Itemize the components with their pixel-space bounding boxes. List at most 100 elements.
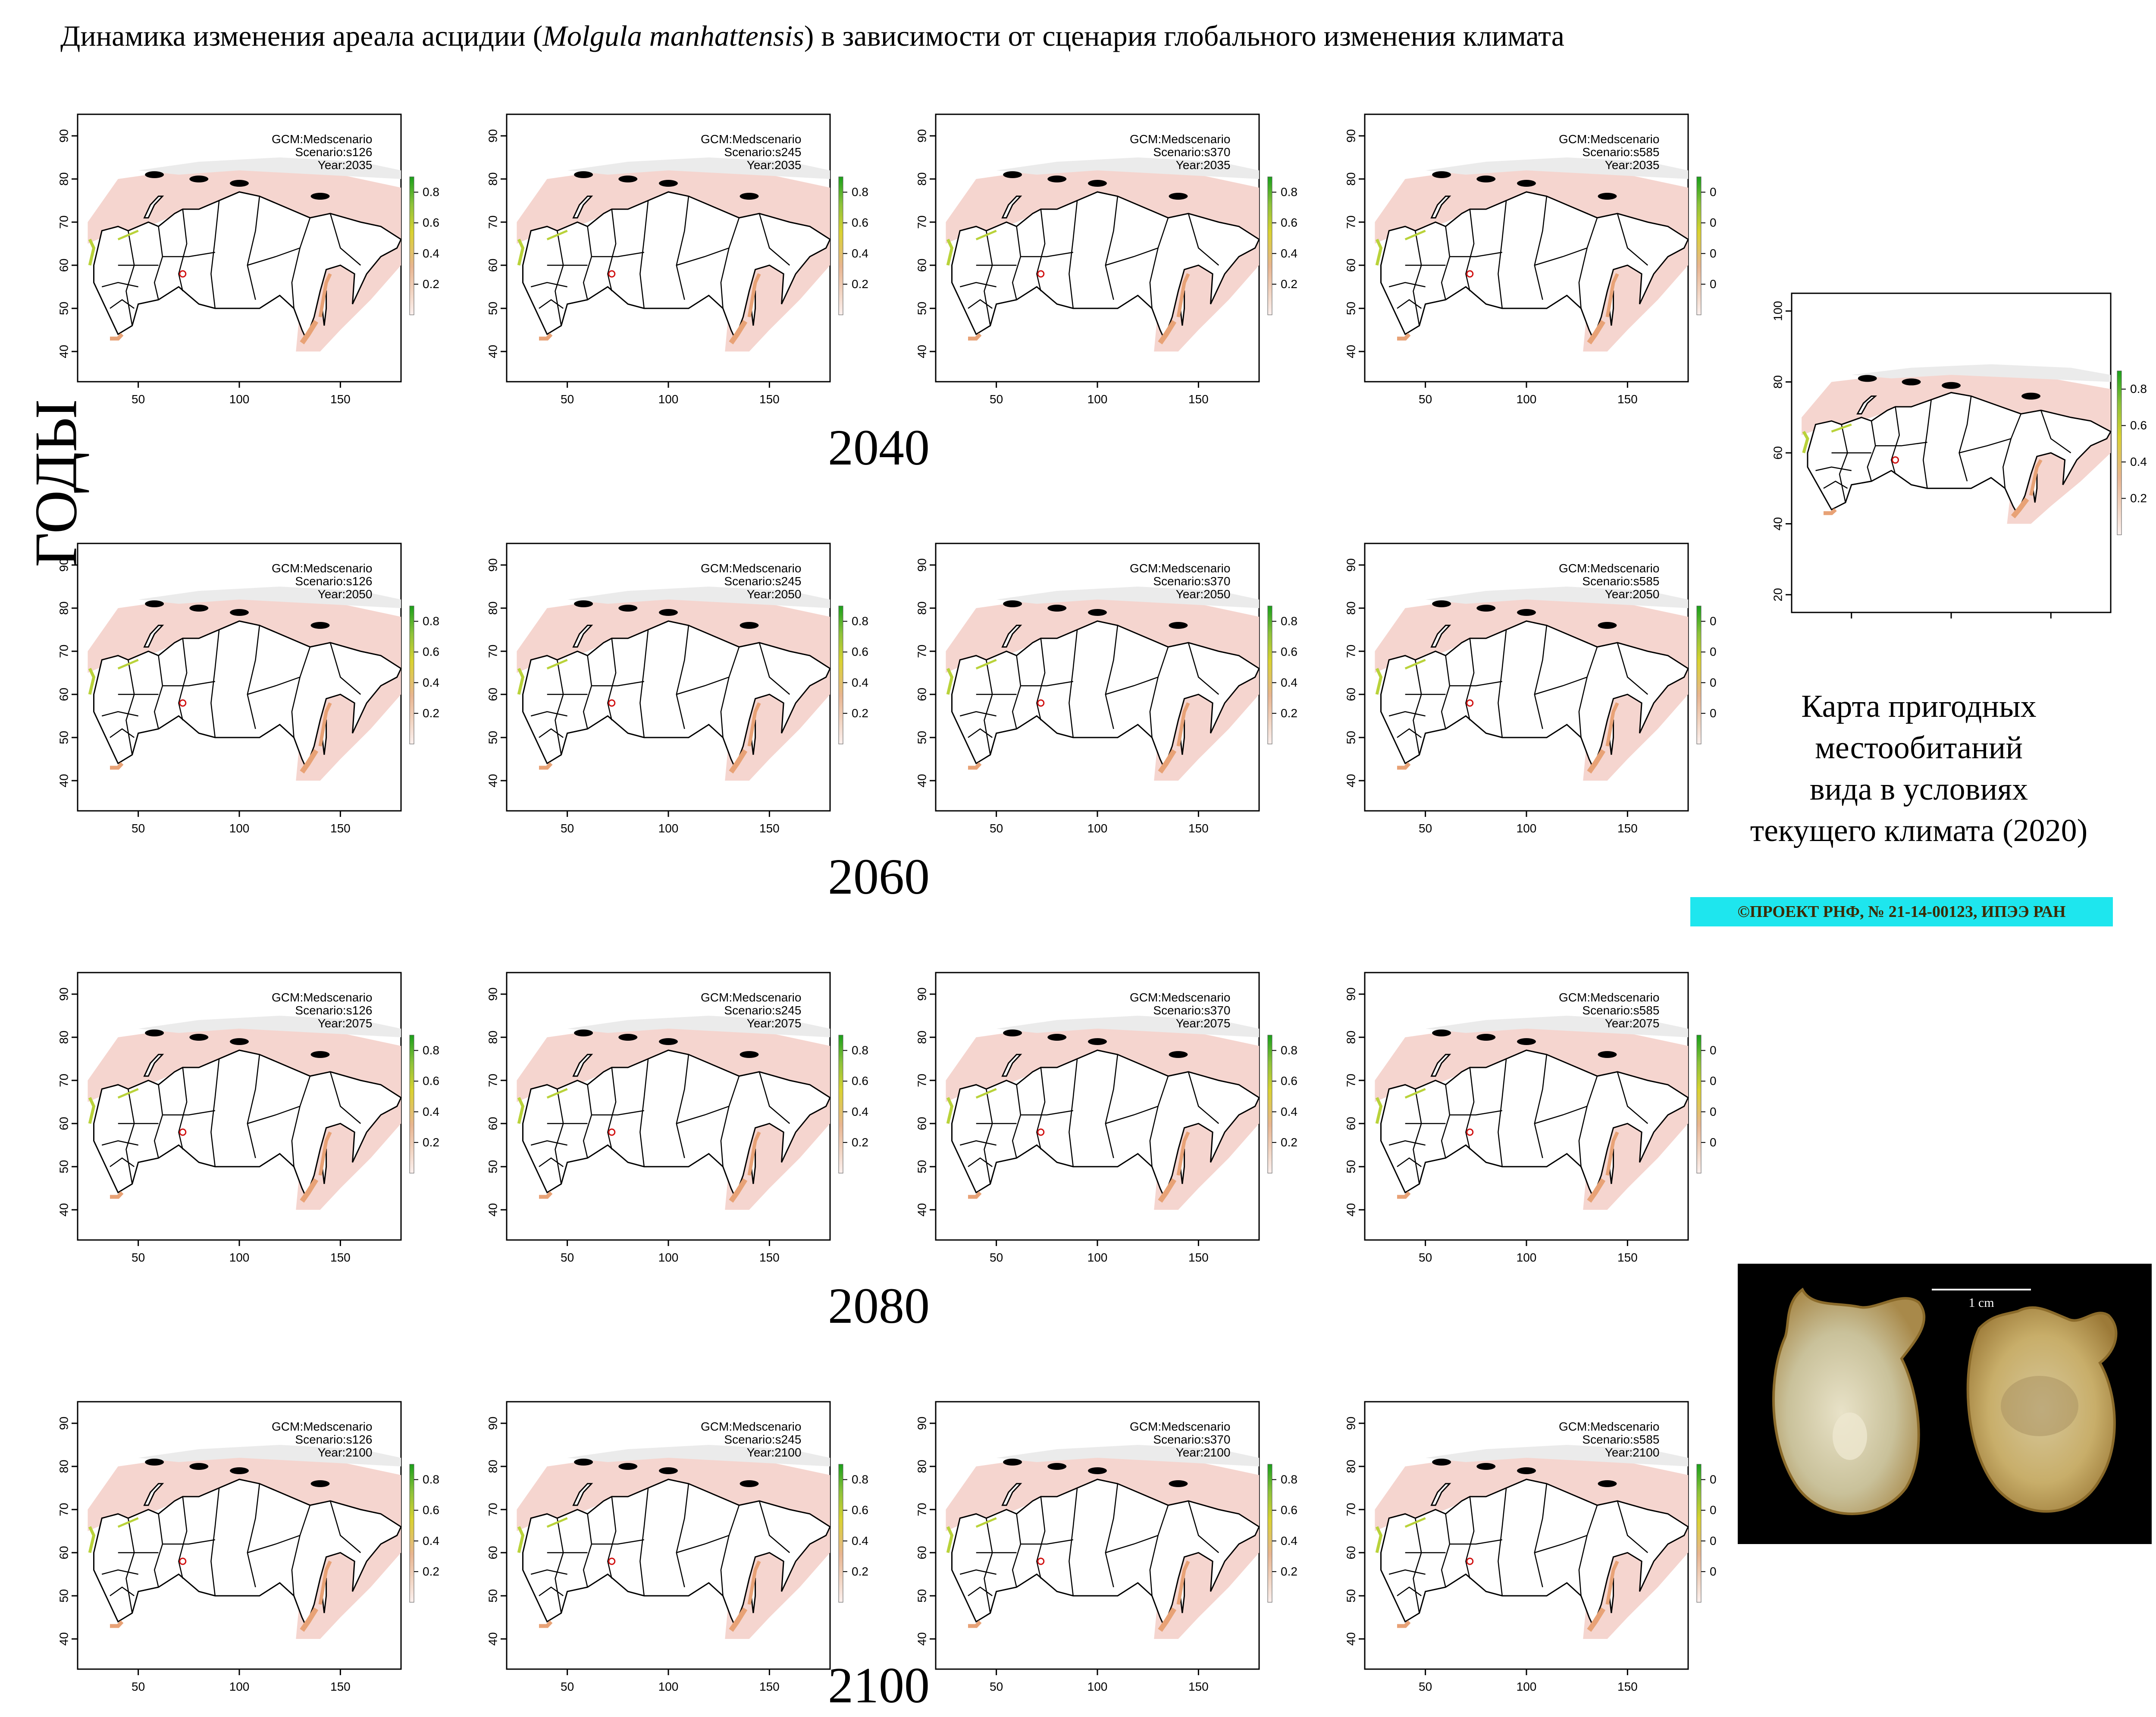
arctic-island [189,605,209,612]
region-border [154,655,163,729]
arctic-island [145,1459,164,1466]
legend-tick-label: 0 [1710,1504,1717,1517]
x-tick-label: 50 [990,392,1003,406]
map-svg: 50 100 150 40 50 60 70 80 90 0.2 0.4 0.6 0.8 [486,543,868,835]
region-border [1578,1076,1598,1167]
region-border [1617,642,1648,695]
region-border [162,1110,215,1116]
region-border [162,1539,215,1545]
suitable-coast-okhotsk [318,702,332,747]
legend-tick-label: 0.4 [423,247,439,260]
suitable-coast-primorye [1587,1178,1606,1203]
region-border [1149,217,1169,309]
suitable-coast-white-sea [117,1517,139,1528]
red-marker [1037,1128,1045,1136]
y-tick-label: 50 [486,731,499,744]
arctic-island [310,1051,330,1058]
gcm-label: GCM:Medscenario [1559,132,1660,146]
y-tick-label: 40 [1344,774,1357,787]
scenario-label: Scenario:s245 [724,1433,802,1446]
scenario-label: Scenario:s126 [295,1004,373,1017]
year-label: Year:2075 [1604,1017,1660,1030]
y-tick-label: 90 [486,558,499,571]
region-border [1012,655,1022,729]
suitable-coast-baltic [517,239,525,266]
map-svg: 50 100 150 40 50 60 70 80 90 0.2 0.4 0.6 0.8 [915,1401,1297,1693]
y-tick-label: 40 [486,774,499,787]
region-border [101,1569,138,1575]
suitable-coast-black-sea [1397,1620,1411,1628]
row-year-label: 2060 [828,848,930,905]
region-border [1397,728,1422,738]
suitable-coast-primorye [1587,320,1606,345]
region-border [676,196,689,300]
y-tick-label: 90 [1344,1416,1357,1430]
gcm-label: GCM:Medscenario [1559,991,1660,1004]
suitable-coast-black-sea [110,1191,124,1199]
region-border [1397,1586,1422,1597]
suitable-coast-baltic [88,239,96,266]
x-tick-label: 50 [1419,822,1432,835]
region-border [591,1539,644,1545]
legend-tick-label: 0.6 [852,1074,868,1088]
region-border [1397,1157,1422,1168]
scenario-label: Scenario:s126 [295,1433,373,1446]
map-svg: 50 100 150 40 50 60 70 80 90 0.2 0.4 0.6 0.8 [57,1401,439,1693]
region-border [162,681,215,687]
legend-tick-label: 0.6 [1281,216,1297,229]
region-border [1498,629,1507,738]
region-border [968,1586,993,1597]
region-border [1388,282,1426,288]
region-border [247,1483,260,1588]
species-name: Molgula manhattensis [542,19,804,52]
region-border [1397,299,1422,309]
legend-tick-label: 0.8 [852,1473,868,1486]
arctic-area [1851,364,2111,382]
x-tick-label: 100 [1087,1251,1108,1264]
region-border [247,1535,301,1554]
red-marker [1037,270,1045,278]
y-tick-label: 90 [1344,987,1357,1001]
y-tick-label: 40 [915,1632,928,1645]
arctic-area [138,157,401,179]
region-border [968,299,993,309]
arctic-island [618,176,638,182]
map-svg: 50 100 150 40 50 60 70 80 90 0.2 0.4 0.6 0.8 [57,972,439,1264]
panel-annotation: GCM:Medscenario Scenario:s126 Year:2100 [272,1420,372,1459]
arctic-island [1432,171,1451,178]
y-tick-label: 50 [1344,1160,1357,1173]
y-tick-label: 70 [1344,215,1357,229]
scenario-label: Scenario:s370 [1153,574,1231,588]
y-tick-label: 50 [915,1589,928,1602]
arctic-area [1425,1016,1688,1037]
year-label: Year:2100 [1175,1446,1231,1459]
region-border [1498,1058,1507,1167]
map-panel-r2-c1: 50 100 150 40 50 60 70 80 90 0.2 0.4 0.6 0.8 GCM:Meds… [30,528,439,835]
legend-colorbar [1267,606,1272,744]
map-panel-r4-c1: 50 100 150 40 50 60 70 80 90 0.2 0.4 0.6 0.8 GCM:Meds… [30,1387,439,1693]
suitable-coast-baltic [1375,668,1383,695]
region-border [1465,638,1475,721]
region-border [178,638,188,721]
arctic-island [1858,375,1877,382]
panel-annotation: GCM:Medscenario Scenario:s585 Year:2100 [1559,1420,1659,1459]
gcm-label: GCM:Medscenario [1130,562,1231,575]
region-border [1441,1513,1451,1588]
y-tick-label: 50 [486,1160,499,1173]
y-tick-label: 80 [486,1460,499,1473]
suitable-coast-primorye [300,1607,319,1632]
red-marker [179,699,187,707]
y-tick-label: 80 [57,601,70,615]
y-tick-label: 80 [1344,1030,1357,1044]
suitable-coast-black-sea [110,1620,124,1628]
gcm-label: GCM:Medscenario [1559,1420,1660,1433]
region-border [125,230,135,326]
y-tick-label: 50 [1344,731,1357,744]
region-border [583,1084,592,1158]
y-tick-label: 60 [57,258,70,272]
suitable-coast-primorye [2011,497,2029,518]
region-border [1105,247,1159,266]
x-tick-label: 150 [759,822,780,835]
arctic-area [1425,157,1688,179]
y-tick-label: 80 [486,1030,499,1044]
